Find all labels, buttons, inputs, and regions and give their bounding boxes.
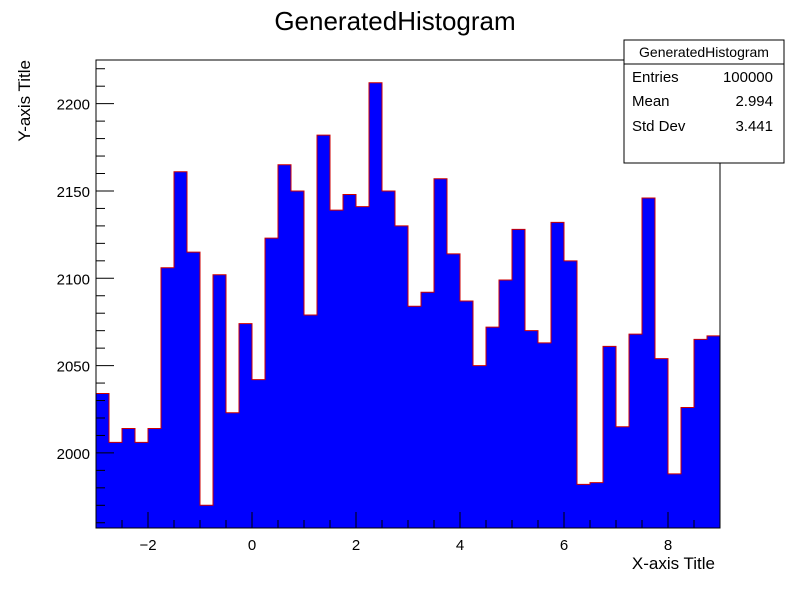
y-tick-label: 2100 [57,271,90,288]
histogram-bar [122,428,135,528]
histogram-bar [369,82,382,529]
histogram-bar [551,222,564,528]
histogram-bar [226,412,239,528]
histogram-bars [95,82,721,529]
histogram-bar [564,260,577,528]
histogram-bar [304,314,317,528]
histogram-bar [317,135,330,529]
histogram-bar [109,442,122,528]
histogram-bar [590,482,603,528]
histogram-bar [96,393,109,528]
histogram-bar [538,342,551,528]
histogram-bar [512,229,525,528]
histogram-bar [681,407,694,528]
histogram-bar [603,346,616,528]
histogram-bar [577,484,590,528]
x-tick-label: 4 [456,537,464,554]
histogram-bar [187,252,200,529]
x-tick-label: 8 [664,537,672,554]
y-tick-label: 2200 [57,97,90,114]
stats-value-entries: 100000 [723,69,773,86]
x-tick-label: 2 [352,537,360,554]
axes: −2 0 2 4 6 8 2000 2050 2100 2150 2200 [57,68,721,554]
y-tick-label: 2150 [57,184,90,201]
x-tick-label: −2 [139,537,156,554]
stats-box-frame [623,39,785,164]
stats-label-entries: Entries [632,69,679,86]
stats-value-stddev: 3.441 [735,118,773,135]
histogram-bar [486,327,499,528]
histogram-bar [200,505,213,528]
histogram-bar [174,171,187,528]
stats-label-stddev: Std Dev [632,118,686,135]
histogram-bar [161,267,174,528]
histogram-bar [239,323,252,528]
histogram-bar [265,238,278,529]
histogram-bar [434,178,447,528]
histogram-bar [499,280,512,528]
histogram-bar [694,339,707,528]
histogram-bar [421,292,434,528]
histogram-bar [356,206,369,528]
histogram-bar [447,253,460,528]
histogram-outline [95,82,721,528]
histogram-bar [707,335,720,528]
histogram-bar [395,225,408,529]
histogram-bar [629,334,642,528]
histogram-bar [460,300,473,528]
histogram-bar [408,306,421,528]
x-axis-title: X-axis Title [632,554,715,573]
x-tick-label: 0 [248,537,256,554]
histogram-bar [278,164,291,528]
histogram-bar [655,358,668,528]
y-axis-title: Y-axis Title [15,60,34,142]
x-tick-label: 6 [560,537,568,554]
histogram-bar [330,210,343,528]
histogram-bar [642,197,655,528]
stats-box-title: GeneratedHistogram [639,44,769,60]
histogram-bar [252,379,265,528]
histogram-bar [148,428,161,528]
histogram-bar [135,442,148,528]
histogram-bar [343,194,356,528]
stats-box: GeneratedHistogram Entries 100000 Mean 2… [623,39,785,164]
histogram-bar [668,473,681,528]
y-tick-label: 2050 [57,359,90,376]
y-tick-label: 2000 [57,446,90,463]
stats-label-mean: Mean [632,93,670,110]
histogram-bar [291,190,304,528]
histogram-bar [473,365,486,528]
histogram-bar [616,426,629,528]
histogram-bar [382,190,395,528]
histogram-bar [213,274,226,528]
histogram-bar [525,330,538,528]
chart-title: GeneratedHistogram [274,6,515,36]
stats-value-mean: 2.994 [735,93,773,110]
